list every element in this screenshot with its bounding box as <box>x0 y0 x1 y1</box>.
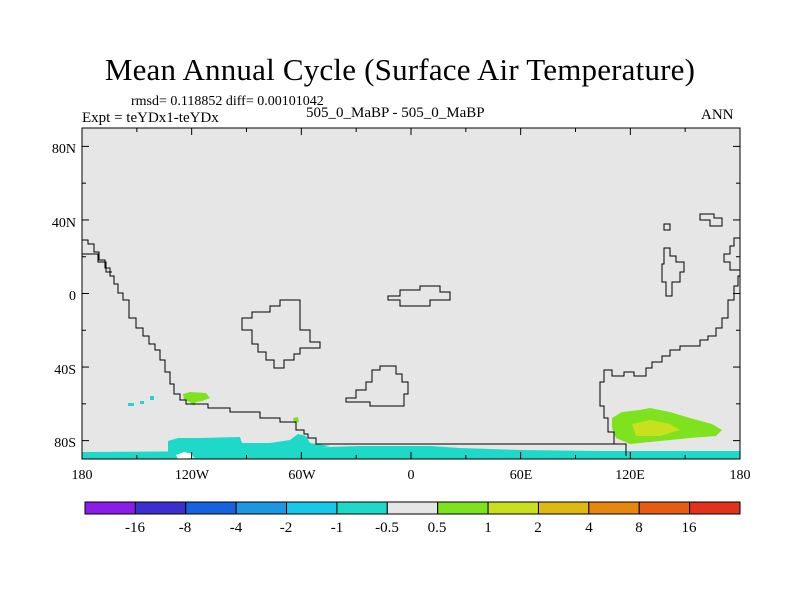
anomaly-southern-ocean-core <box>632 420 680 436</box>
experiment-label: Expt = teYDx1-teYDx <box>82 110 219 126</box>
coast-island-2 <box>699 213 723 227</box>
x-tick-label-120e: 120E <box>615 468 645 483</box>
coast-africa-south <box>345 365 409 407</box>
anomaly-small-cyan-1 <box>128 403 134 406</box>
colorbar-label: -2 <box>280 520 293 536</box>
rmsd-diff-stats: rmsd= 0.118852 diff= 0.00101042 <box>131 94 324 109</box>
x-tick-label-120w: 120W <box>175 468 210 483</box>
colorbar-label: -1 <box>331 520 344 536</box>
coastlines <box>82 213 740 456</box>
anomaly-bellingshausen <box>183 392 210 406</box>
coast-asia-east <box>723 237 740 271</box>
axis-ticks <box>81 128 741 459</box>
plot-area <box>82 128 740 459</box>
y-axis-labels: 80N 40N 0 40S 80S <box>52 142 76 451</box>
coast-island-1 <box>663 223 671 231</box>
x-tick-label-180w: 180 <box>72 468 93 483</box>
case-subtitle: 505_0_MaBP - 505_0_MaBP <box>306 105 485 121</box>
colorbar-label: -8 <box>179 520 192 536</box>
colorbar-swatch <box>185 501 237 515</box>
colorbar-swatch <box>84 501 136 515</box>
colorbar-swatch <box>336 501 388 515</box>
colorbar-swatch <box>537 501 590 515</box>
x-tick-label-0: 0 <box>408 468 415 483</box>
colorbar-swatch <box>235 501 288 515</box>
y-tick-label-40s: 40S <box>54 363 76 378</box>
y-tick-label-80s: 80S <box>54 436 76 451</box>
coast-south-america <box>241 299 321 369</box>
colorbar-swatch <box>286 501 338 515</box>
colorbar-swatch <box>134 501 187 515</box>
colorbar-swatch <box>437 501 489 515</box>
colorbar-label: -0.5 <box>375 520 399 536</box>
colorbar-swatch <box>487 501 539 515</box>
season-label: ANN <box>701 107 734 123</box>
coast-americas-west-inner <box>82 253 112 273</box>
anomaly-white-blob <box>176 452 194 459</box>
y-tick-label-0: 0 <box>69 289 76 304</box>
coast-australia-west <box>599 275 740 456</box>
colorbar-label: 2 <box>534 520 542 536</box>
x-tick-label-60w: 60W <box>288 468 316 483</box>
colorbar-labels: -16 -8 -4 -2 -1 -0.5 0.5 1 2 4 8 16 <box>125 520 697 536</box>
colorbar <box>84 501 741 515</box>
coast-africa <box>387 285 451 307</box>
colorbar-label: 16 <box>682 520 698 536</box>
colorbar-label: 1 <box>484 520 492 536</box>
colorbar-label: 4 <box>585 520 593 536</box>
colorbar-label: 0.5 <box>428 520 447 536</box>
x-tick-label-60e: 60E <box>510 468 533 483</box>
colorbar-swatch <box>689 501 741 515</box>
anomaly-antarctic-inland <box>168 434 330 452</box>
anomaly-small-cyan-3 <box>150 396 154 400</box>
colorbar-swatch <box>386 501 439 515</box>
chart-title: Mean Annual Cycle (Surface Air Temperatu… <box>104 52 696 87</box>
colorbar-swatch <box>588 501 640 515</box>
colorbar-label: -16 <box>125 520 145 536</box>
y-tick-label-80n: 80N <box>52 142 76 157</box>
coast-island-3 <box>661 247 685 297</box>
colorbar-label: -4 <box>230 520 243 536</box>
y-tick-label-40n: 40N <box>52 216 76 231</box>
colorbar-label: 8 <box>635 520 643 536</box>
colorbar-swatch <box>638 501 691 515</box>
coast-americas-west <box>82 239 626 445</box>
anomaly-small-cyan-2 <box>140 401 144 404</box>
x-tick-label-180e: 180 <box>730 468 751 483</box>
x-axis-labels: 180 120W 60W 0 60E 120E 180 <box>72 468 751 483</box>
